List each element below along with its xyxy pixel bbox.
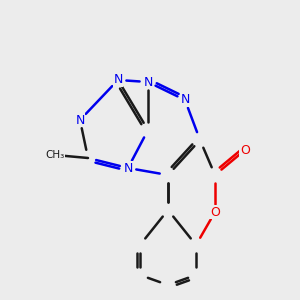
Text: N: N: [113, 74, 123, 86]
Text: O: O: [210, 206, 220, 218]
Text: N: N: [75, 113, 85, 127]
Text: N: N: [123, 161, 133, 175]
Text: O: O: [240, 143, 250, 157]
Text: N: N: [143, 76, 153, 88]
Text: N: N: [180, 94, 190, 106]
Text: CH₃: CH₃: [45, 150, 64, 160]
